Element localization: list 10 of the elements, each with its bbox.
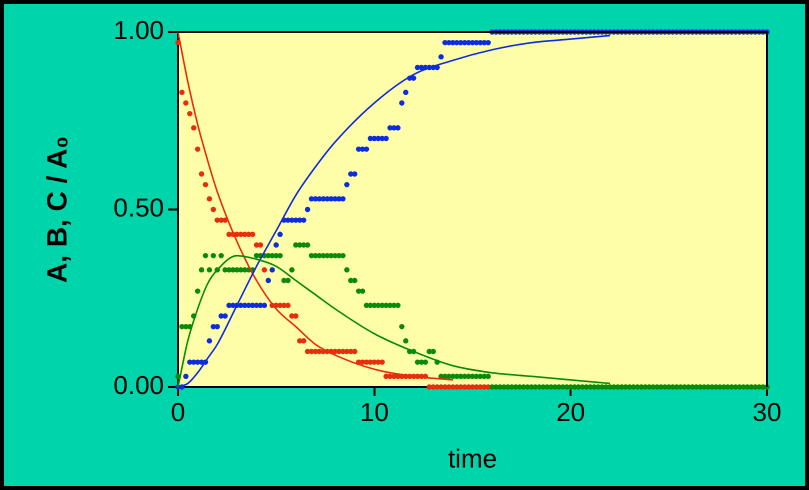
x-tick-label: 10 [360,396,389,427]
y-axis-title: A, B, C / A₀ [42,136,73,283]
line-series [177,31,454,381]
x-tick-label: 20 [556,396,586,427]
x-axis-title: time [448,444,498,474]
y-tick-label: 0.50 [113,192,164,223]
x-tick-label: 30 [752,396,782,427]
y-tick-label: 1.00 [113,15,164,46]
x-tick-label: 0 [170,396,186,427]
y-tick-label: 0.00 [113,370,164,400]
